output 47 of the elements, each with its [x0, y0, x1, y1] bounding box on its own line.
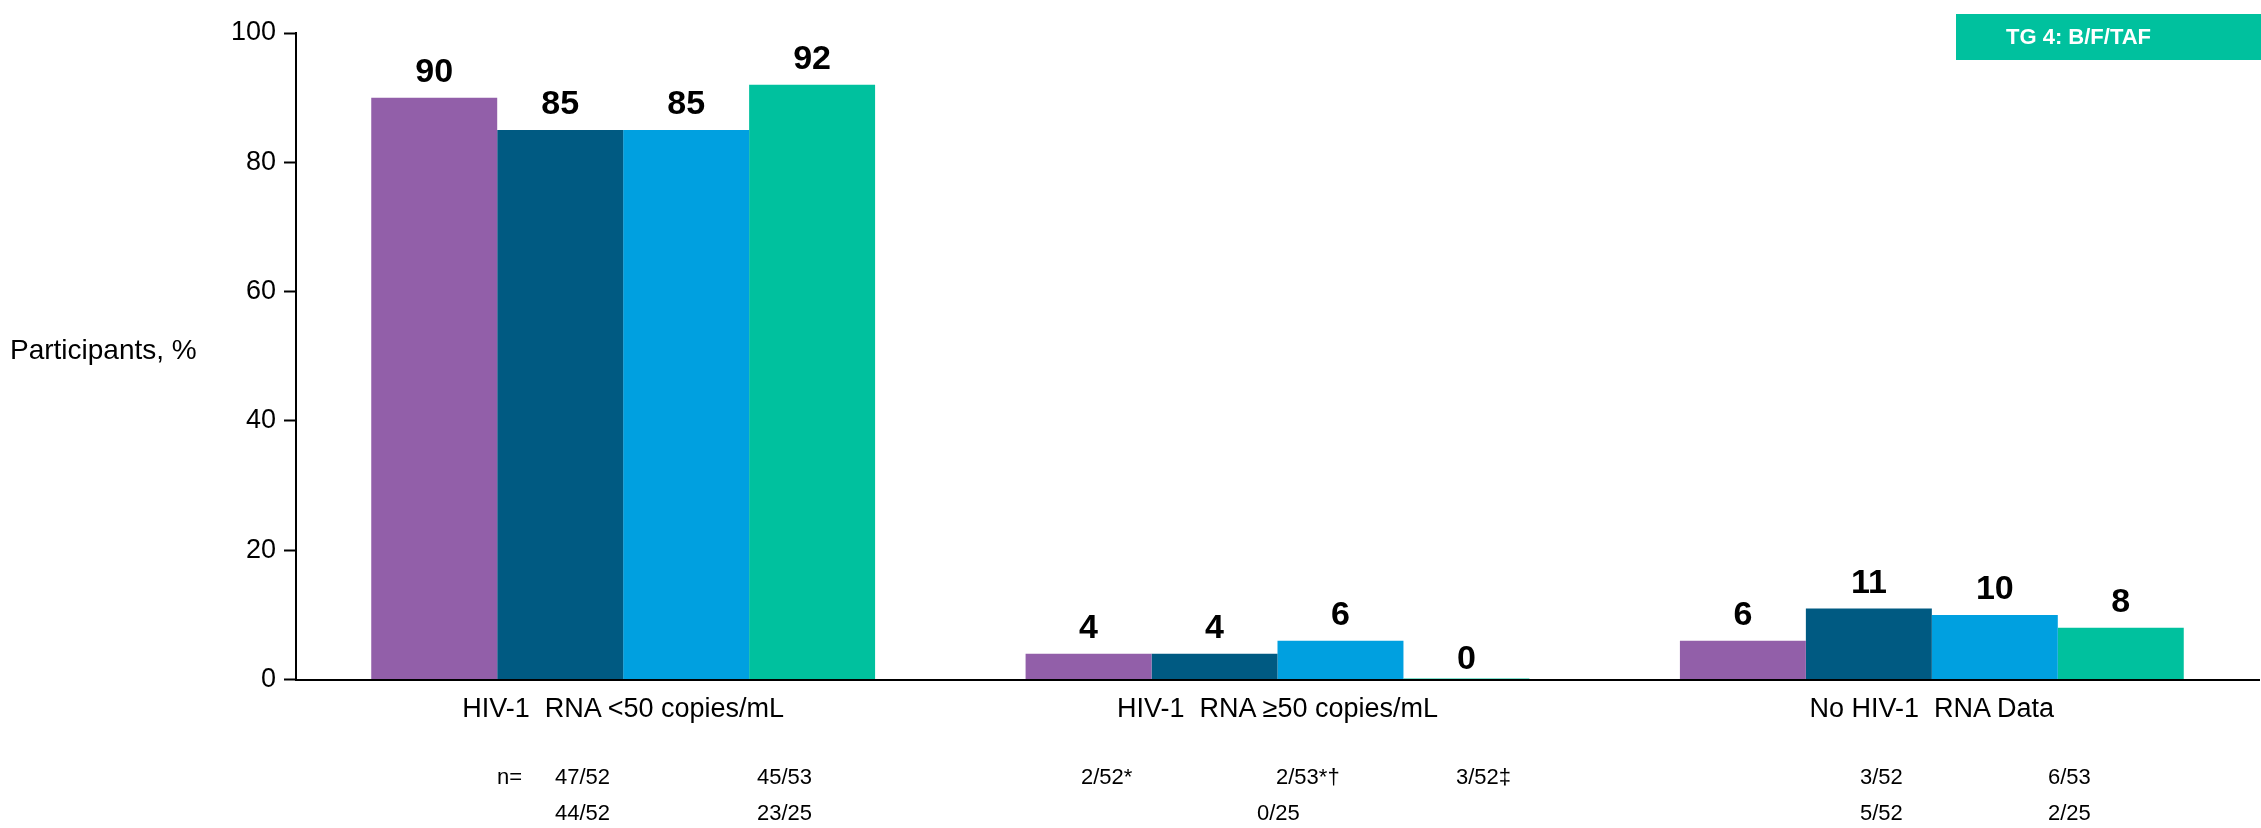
- bar: [1679, 640, 1806, 680]
- data-label: 10: [1975, 568, 2014, 607]
- text: 6/53: [2048, 764, 2091, 790]
- data-label: 90: [415, 51, 454, 90]
- y-tick-label: 0: [260, 663, 276, 694]
- text: 5/52: [1860, 800, 1903, 826]
- bar: [1931, 614, 2058, 680]
- text: 23/25: [757, 800, 813, 826]
- data-label: 85: [667, 83, 706, 122]
- legend-box: TG 4: B/F/TAF: [1956, 14, 2261, 60]
- data-label: 11: [1850, 561, 1887, 600]
- data-label: 8: [2111, 581, 2131, 620]
- data-label: 6: [1733, 594, 1753, 633]
- text: 2/52*: [1081, 764, 1133, 790]
- text: 2/25: [2048, 800, 2091, 826]
- y-tick-label: 40: [245, 404, 276, 435]
- bar: [1805, 608, 1932, 680]
- data-label: 4: [1079, 607, 1099, 646]
- text: 47/52: [555, 764, 611, 790]
- data-label: 6: [1331, 594, 1350, 633]
- data-label: 4: [1205, 607, 1225, 646]
- y-tick-label: 100: [230, 16, 276, 47]
- bar: [2057, 627, 2184, 680]
- bar: [497, 129, 624, 680]
- text: 45/53: [757, 764, 813, 790]
- data-label: 0: [1456, 637, 1476, 676]
- y-tick-label: 80: [245, 145, 276, 176]
- bar: [749, 84, 876, 680]
- bar: [1025, 653, 1152, 680]
- text: 3/52: [1860, 764, 1903, 790]
- data-label: 92: [793, 38, 832, 77]
- text: 0/25: [1257, 800, 1300, 826]
- x-tick-label: HIV-1 RNA <50 copies/mL: [462, 693, 785, 724]
- y-axis-title: Participants, %: [10, 333, 197, 365]
- y-tick-label: 20: [245, 533, 276, 564]
- text: 44/52: [555, 800, 611, 826]
- y-tick-label: 60: [245, 275, 276, 306]
- data-label: 85: [541, 83, 580, 122]
- text: 2/53*†: [1276, 764, 1340, 790]
- text: n=: [497, 764, 523, 790]
- x-tick-label: No HIV-1 RNA Data: [1809, 693, 2056, 724]
- bar: [1277, 640, 1404, 680]
- bar: [1151, 653, 1278, 680]
- x-tick-label: HIV-1 RNA ≥50 copies/mL: [1117, 693, 1438, 724]
- bar: [623, 129, 750, 680]
- text: 3/52‡: [1456, 764, 1512, 790]
- bar: [371, 97, 498, 680]
